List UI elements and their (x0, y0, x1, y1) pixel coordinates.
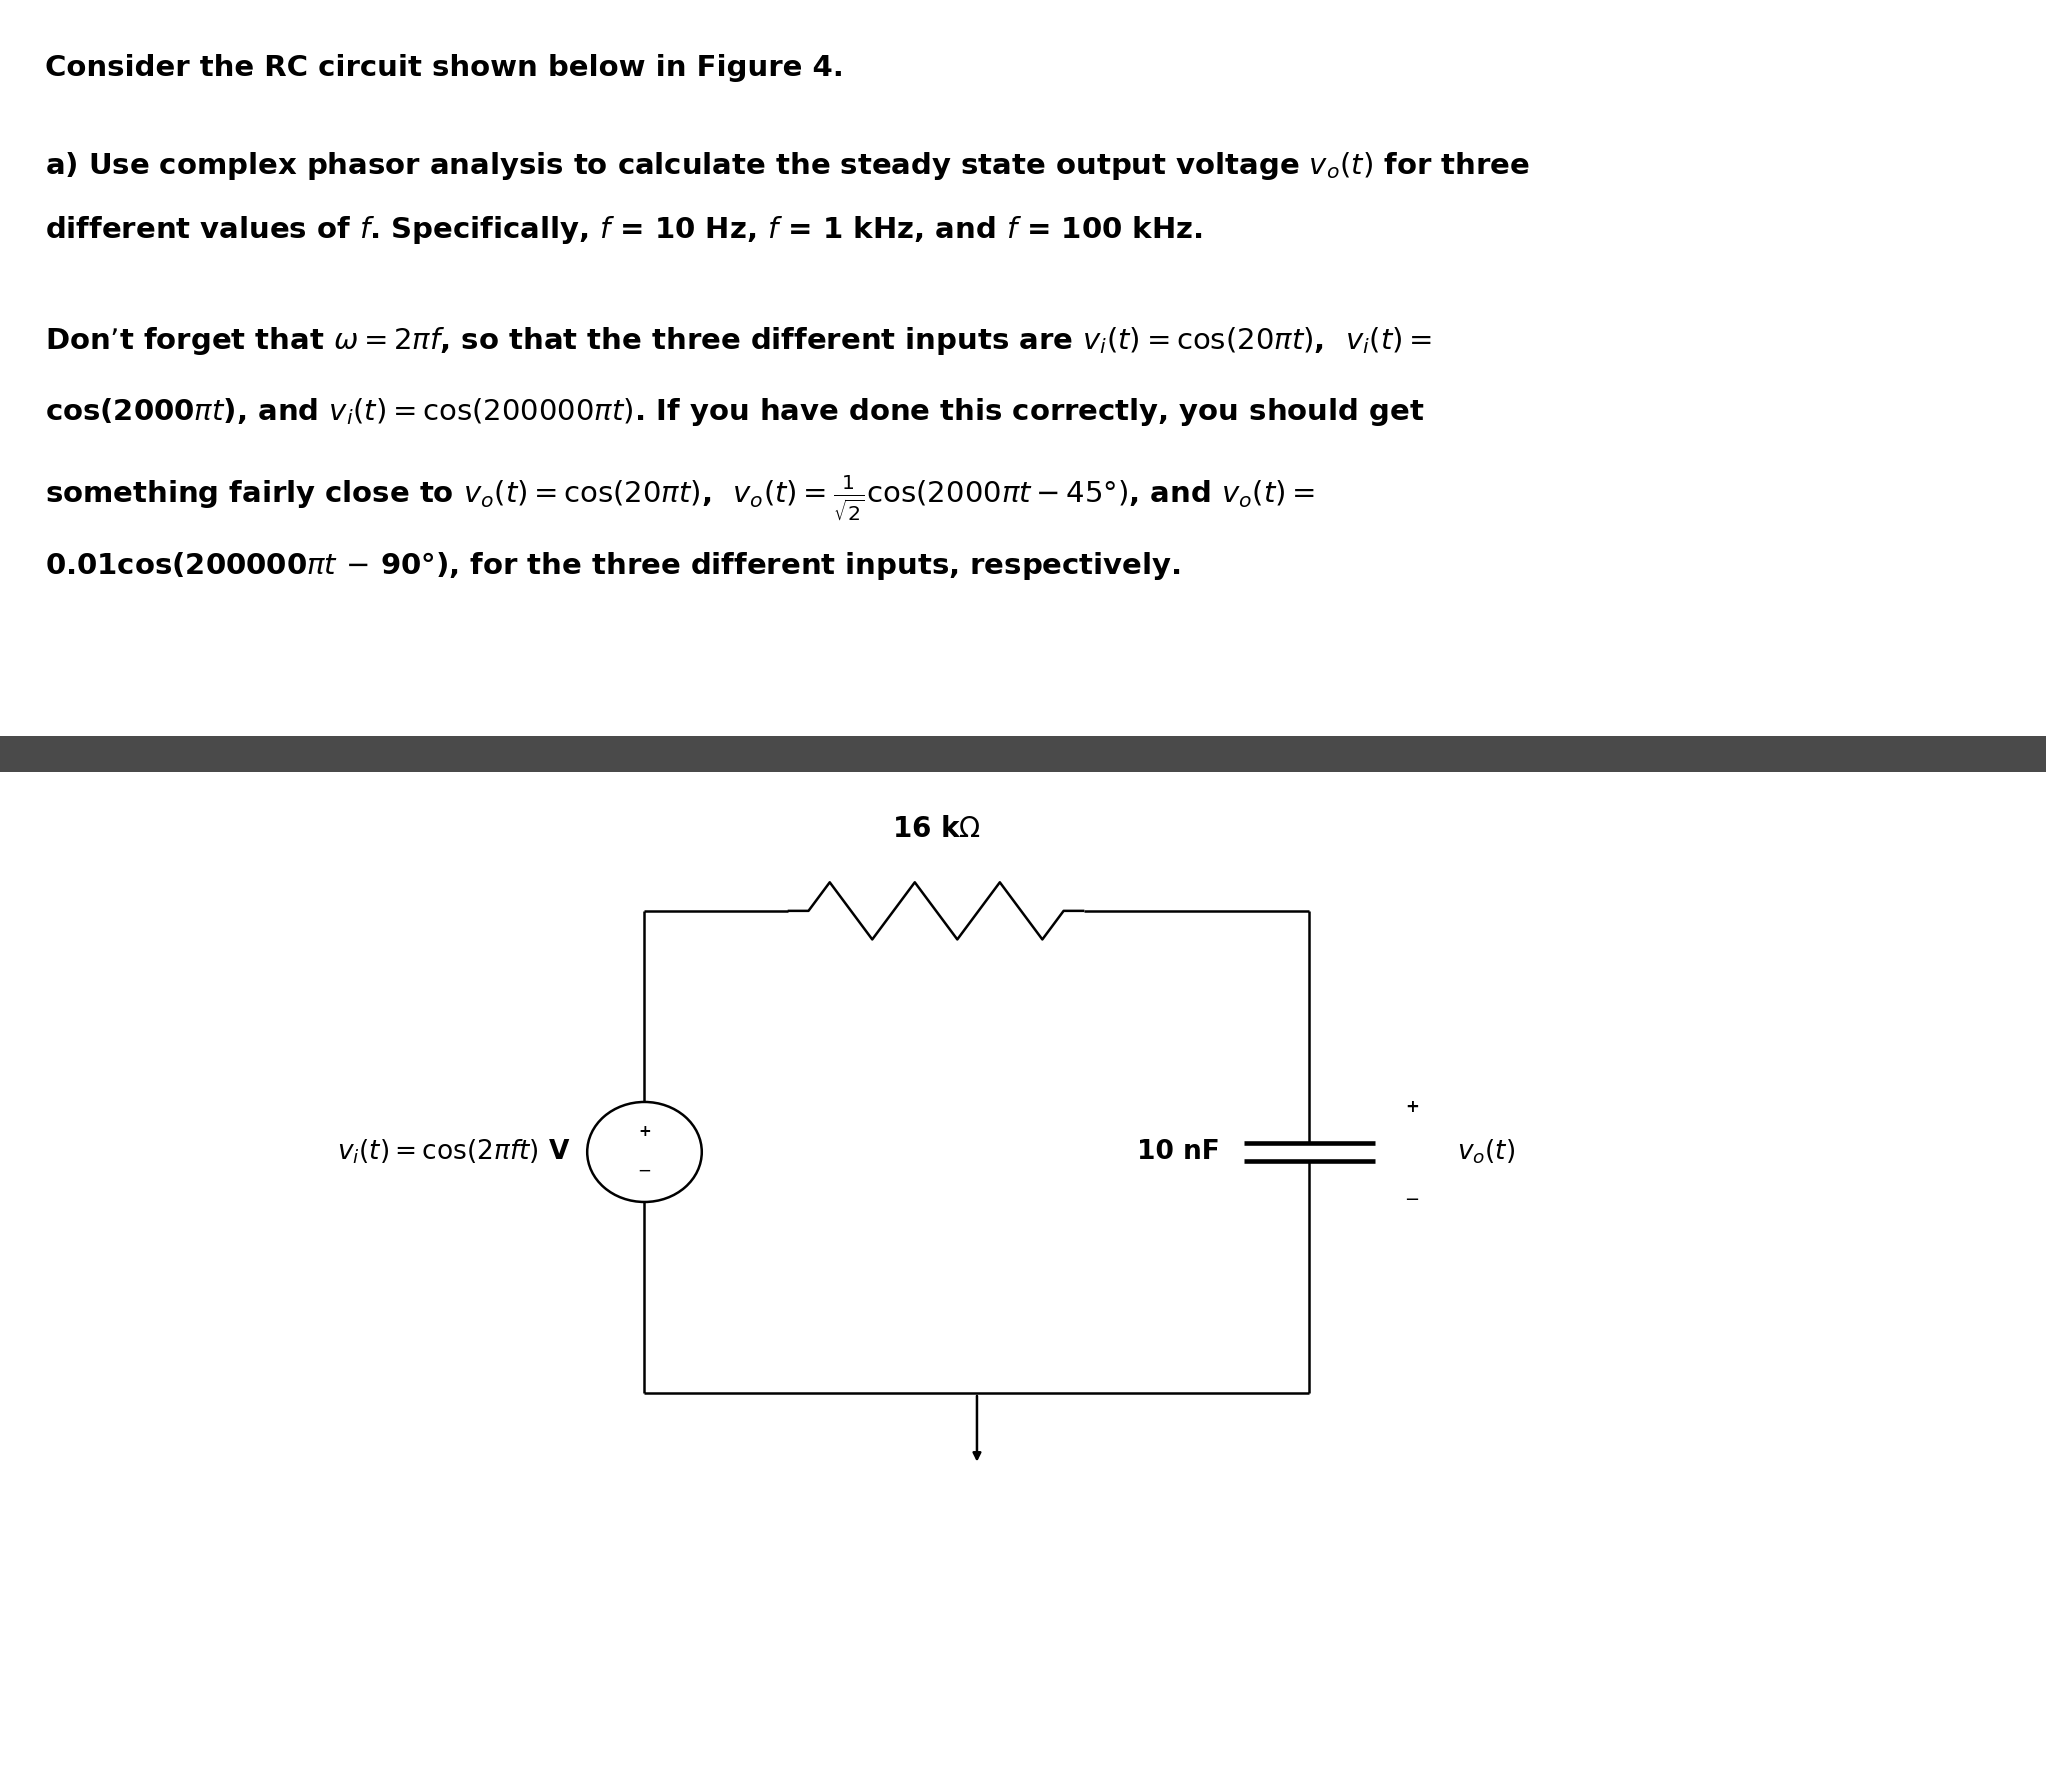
Text: $v_i(t) = \cos(2\pi f t)$ V: $v_i(t) = \cos(2\pi f t)$ V (338, 1138, 571, 1166)
Text: 0.01cos(200000$\pi t$ $-$ 90°), for the three different inputs, respectively.: 0.01cos(200000$\pi t$ $-$ 90°), for the … (45, 550, 1181, 582)
Bar (0, 736, 2046, 772)
Text: something fairly close to $v_o(t) = \cos(20\pi t)$,  $v_o(t) = \frac{1}{\sqrt{2}: something fairly close to $v_o(t) = \cos… (45, 473, 1316, 523)
Text: cos(2000$\pi t$), and $v_i(t) = \cos(200000\pi t)$. If you have done this correc: cos(2000$\pi t$), and $v_i(t) = \cos(200… (45, 396, 1424, 429)
Text: +: + (638, 1125, 651, 1139)
Text: $v_o(t)$: $v_o(t)$ (1457, 1138, 1514, 1166)
Text: different values of $f$. Specifically, $f$ = 10 Hz, $f$ = 1 kHz, and $f$ = 100 k: different values of $f$. Specifically, $… (45, 214, 1203, 246)
Text: +: + (1406, 1098, 1418, 1116)
Text: 10 nF: 10 nF (1138, 1139, 1219, 1164)
Text: a) Use complex phasor analysis to calculate the steady state output voltage $v_o: a) Use complex phasor analysis to calcul… (45, 150, 1530, 182)
Text: Don’t forget that $\omega = 2\pi f$, so that the three different inputs are $v_i: Don’t forget that $\omega = 2\pi f$, so … (45, 325, 1432, 357)
Text: 16 k$\Omega$: 16 k$\Omega$ (892, 814, 980, 843)
Text: −: − (638, 1163, 651, 1181)
Text: Consider the RC circuit shown below in Figure 4.: Consider the RC circuit shown below in F… (45, 54, 843, 82)
Text: −: − (1404, 1191, 1420, 1209)
